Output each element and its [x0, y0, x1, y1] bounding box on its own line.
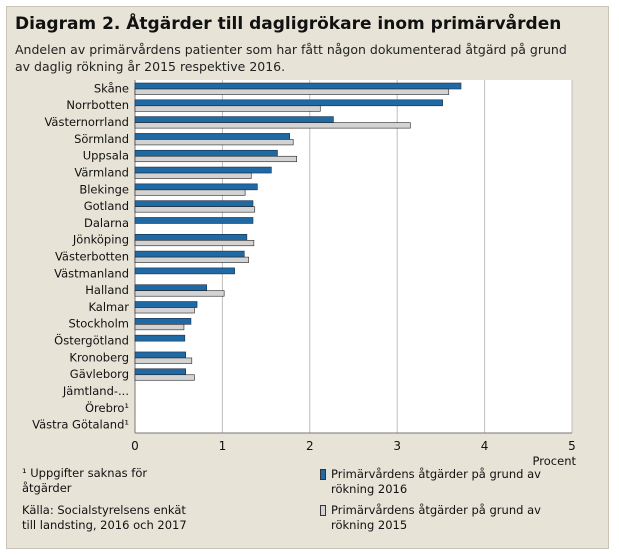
bar-2016 [134, 99, 443, 107]
bar-2016 [134, 149, 278, 157]
x-tick-label: 5 [568, 439, 576, 453]
x-axis-title: Procent [533, 454, 577, 468]
bar-2015 [134, 324, 185, 331]
category-label: Dalarna [84, 216, 129, 230]
legend-label-2016: Primärvårdens åtgärder på grund av rökni… [331, 467, 541, 496]
bar-2015 [134, 206, 256, 213]
bar-2016 [134, 166, 272, 174]
category-label: Västmanland [54, 266, 129, 280]
bar-2015 [134, 172, 252, 179]
category-label: Västernorrland [44, 115, 129, 129]
category-label: Uppsala [83, 149, 129, 163]
chart-title: Diagram 2. Åtgärder till dagligrökare in… [15, 14, 562, 34]
bar-2015 [134, 189, 246, 196]
bar-2015 [134, 239, 255, 247]
bar-2015 [134, 256, 249, 263]
bar-2016 [134, 351, 186, 359]
category-label: Jämtland-... [62, 384, 129, 398]
category-label: Sörmland [74, 132, 129, 146]
category-label: Gävleborg [70, 367, 129, 381]
legend-swatch-2015 [320, 505, 326, 516]
bar-2016 [134, 183, 258, 191]
bar-2015 [134, 307, 195, 314]
category-label: Skåne [94, 81, 129, 95]
category-label: Kalmar [88, 300, 129, 314]
bar-2016 [134, 217, 254, 224]
bar-2015 [134, 105, 321, 112]
chart-subtitle: Andelen av primärvårdens patienter som h… [15, 42, 567, 74]
bar-2016 [134, 82, 462, 90]
footnote: ¹ Uppgifter saknas för åtgärder [22, 466, 148, 495]
bar-2015 [134, 122, 411, 129]
bar-2016 [134, 133, 290, 140]
category-label: Gotland [84, 199, 129, 213]
x-tick-label: 3 [393, 439, 401, 453]
x-tick-label: 1 [219, 439, 227, 453]
bar-2015 [134, 290, 225, 297]
category-label: Västerbotten [55, 250, 129, 264]
bar-2015 [134, 155, 297, 163]
bar-2016 [134, 301, 198, 308]
bar-2016 [134, 200, 254, 207]
source-note: Källa: Socialstyrelsens enkät till lands… [22, 503, 187, 532]
bar-2015 [134, 88, 450, 95]
category-label: Halland [85, 283, 129, 297]
category-label: Stockholm [68, 317, 129, 331]
bar-2016 [134, 233, 248, 241]
bar-2016 [134, 267, 235, 275]
bar-2016 [134, 368, 186, 376]
legend-swatch-2016 [320, 469, 326, 480]
bar-2016 [134, 284, 207, 292]
category-label: Örebro¹ [85, 399, 129, 415]
category-label: Jönköping [72, 233, 129, 247]
x-tick-label: 2 [306, 439, 314, 453]
bar-2015 [134, 357, 193, 364]
category-label: Kronoberg [69, 350, 129, 364]
bar-2015 [134, 139, 294, 146]
x-tick-label: 4 [481, 439, 489, 453]
category-label: Östergötland [54, 332, 129, 348]
category-label: Norrbotten [66, 98, 129, 112]
x-tick-label: 0 [131, 439, 139, 453]
bar-2016 [134, 250, 245, 258]
bar-2016 [134, 116, 334, 123]
bar-2016 [134, 318, 192, 325]
category-label: Värmland [74, 165, 129, 179]
bar-2015 [134, 374, 195, 381]
category-label: Västra Götaland¹ [32, 418, 129, 432]
legend-label-2015: Primärvårdens åtgärder på grund av rökni… [331, 503, 541, 532]
bar-2016 [134, 334, 186, 342]
category-label: Blekinge [79, 182, 129, 196]
